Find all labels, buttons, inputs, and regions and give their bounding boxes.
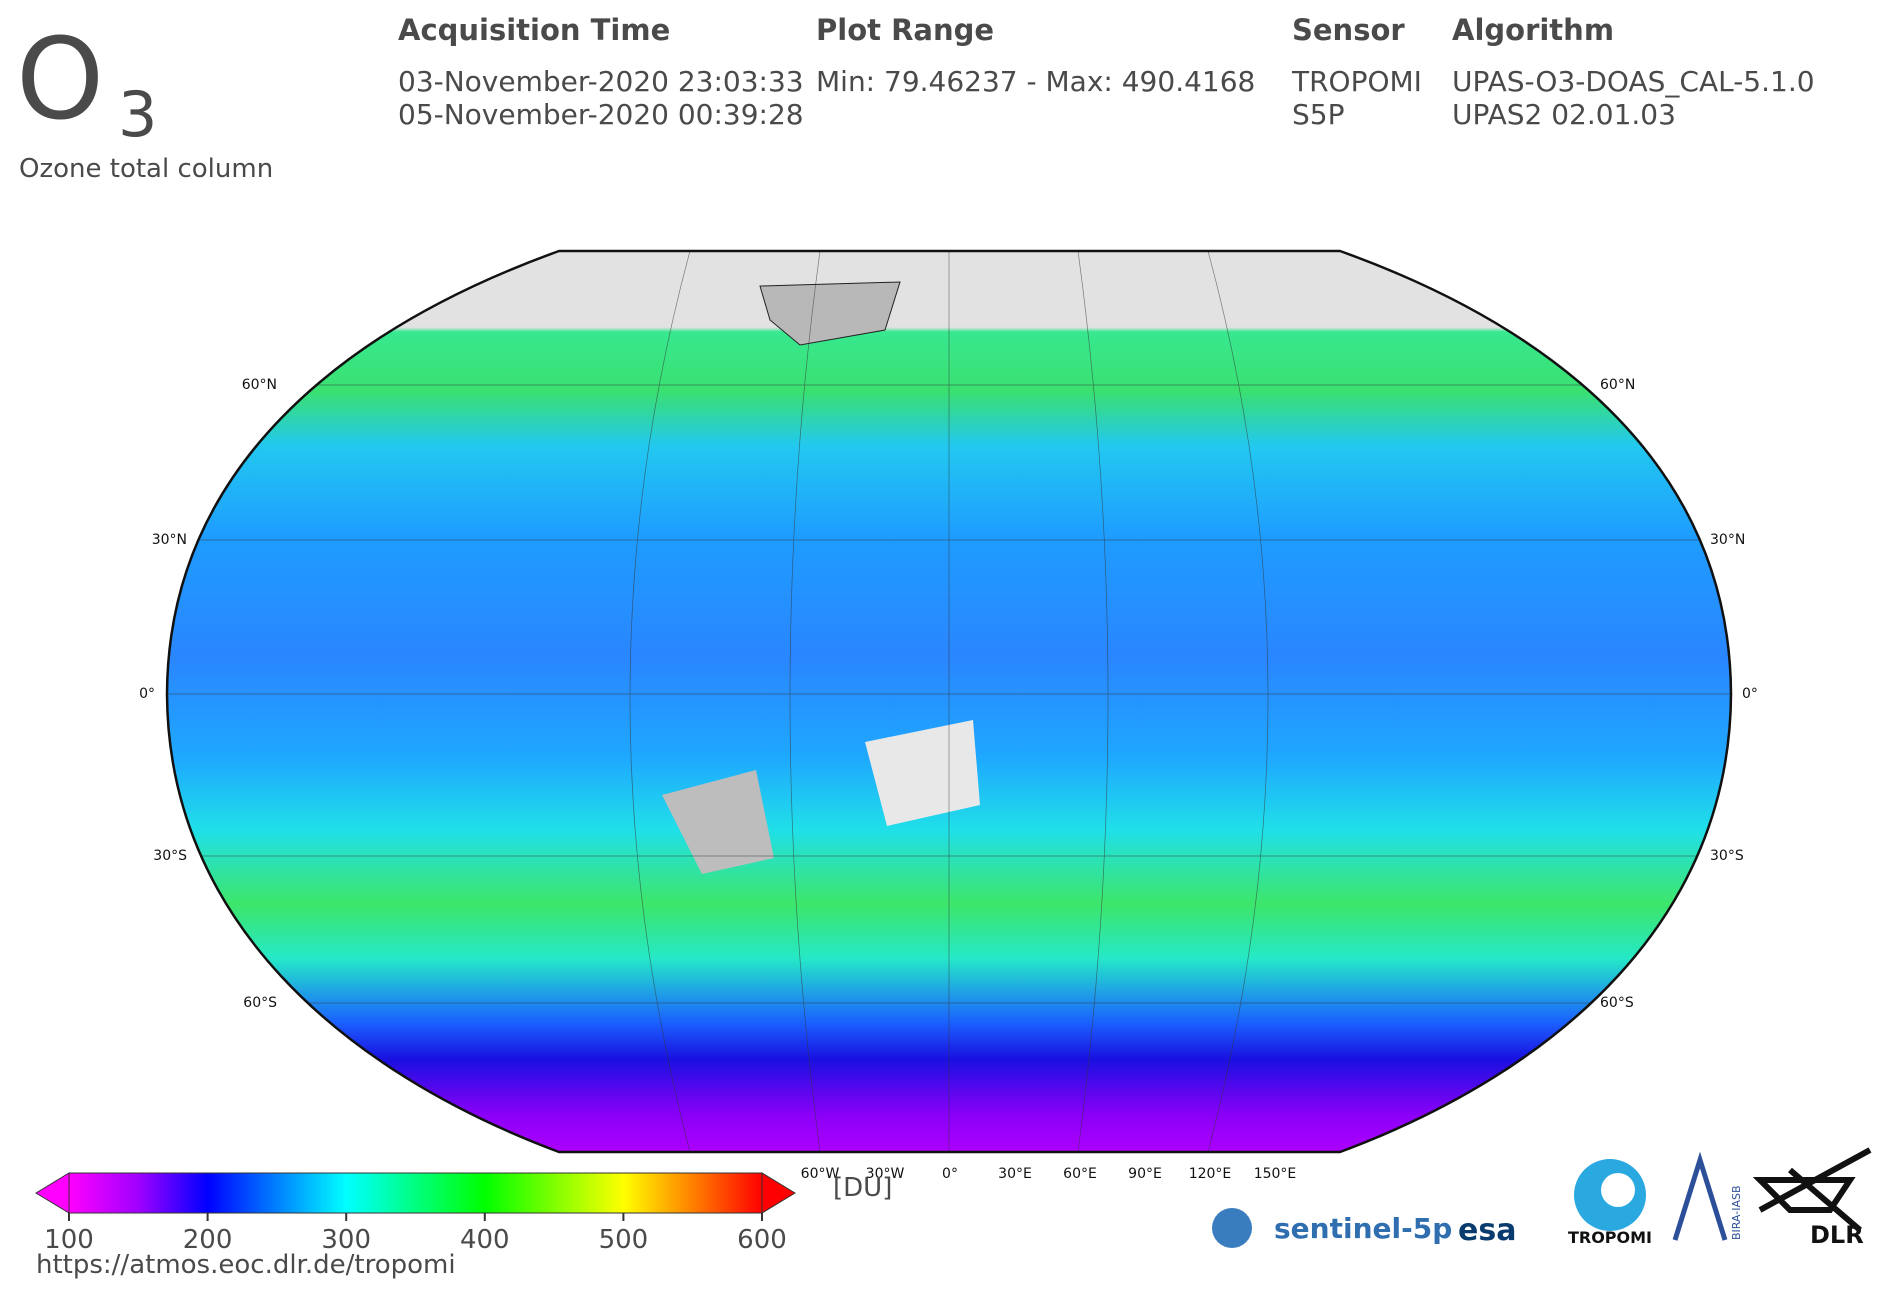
bira-icon xyxy=(1672,1151,1728,1241)
logo-text: sentinel-5p xyxy=(1274,1212,1452,1245)
greenland xyxy=(759,281,901,346)
colorbar-unit: [DU] xyxy=(833,1173,892,1203)
lat-label: 0° xyxy=(1742,686,1758,702)
colorbar-tick-label: 200 xyxy=(183,1225,233,1255)
info-line: 05-November-2020 00:39:28 xyxy=(398,98,804,131)
logo-text: esa xyxy=(1458,1213,1516,1248)
dlr-icon xyxy=(1752,1147,1872,1233)
map-border xyxy=(165,249,1733,1154)
map xyxy=(167,251,1731,1152)
lat-label: 60°S xyxy=(243,995,277,1011)
subscript: 3 xyxy=(118,78,157,151)
lon-label: 60°W xyxy=(801,1166,840,1182)
colorbar xyxy=(68,1172,763,1214)
info-line: UPAS2 02.01.03 xyxy=(1452,98,1676,131)
logo-text: TROPOMI xyxy=(1568,1228,1652,1247)
lat-label: 30°S xyxy=(153,848,187,864)
symbol: O xyxy=(16,15,104,145)
lon-label: 30°E xyxy=(998,1166,1032,1182)
lat-label: 30°N xyxy=(152,532,187,548)
no-data-area xyxy=(662,770,774,874)
colorbar-tick-label: 100 xyxy=(44,1225,94,1255)
info-line: UPAS-O3-DOAS_CAL-5.1.0 xyxy=(1452,65,1815,98)
lon-label: 60°E xyxy=(1063,1166,1097,1182)
info-line: Min: 79.46237 - Max: 490.4168 xyxy=(816,65,1255,98)
colorbar-tick-label: 500 xyxy=(599,1225,649,1255)
lon-label: 90°E xyxy=(1128,1166,1162,1182)
logos: sentinel-5p esa TROPOMI BIRA-IASB DLR xyxy=(1212,1147,1872,1249)
lon-label: 120°E xyxy=(1189,1166,1232,1182)
logo-text: BIRA-IASB xyxy=(1730,1185,1743,1240)
info-columns: Acquisition Time 03-November-2020 23:03:3… xyxy=(398,13,1815,131)
lon-label: 150°E xyxy=(1254,1166,1297,1182)
lat-label: 30°S xyxy=(1710,848,1744,864)
lon-label: 0° xyxy=(942,1166,958,1182)
lat-label: 60°N xyxy=(1600,377,1635,393)
subtitle: Ozone total column xyxy=(19,154,273,184)
logo-text: DLR xyxy=(1810,1221,1864,1249)
graticule xyxy=(167,251,1731,1152)
lon-labels: 60°W 30°W 0° 30°E 60°E 90°E 120°E 150°E xyxy=(801,1166,1297,1182)
info-line: TROPOMI xyxy=(1291,65,1422,98)
colorbar-ticks: 100 200 300 400 500 600 xyxy=(44,1213,787,1255)
lat-label: 60°N xyxy=(242,377,277,393)
info-heading: Sensor xyxy=(1292,13,1405,47)
lat-label: 0° xyxy=(139,686,155,702)
colorbar-tick-label: 600 xyxy=(737,1225,787,1255)
info-heading: Acquisition Time xyxy=(398,13,670,47)
ozone-field xyxy=(167,251,1731,1152)
info-heading: Plot Range xyxy=(816,13,994,47)
info-line: 03-November-2020 23:03:33 xyxy=(398,65,804,98)
tropomi-icon xyxy=(1601,1173,1635,1207)
colorbar-min-arrow xyxy=(35,1172,70,1214)
sentinel-icon xyxy=(1212,1208,1252,1248)
lon-label: 30°W xyxy=(866,1166,905,1182)
lat-label: 30°N xyxy=(1710,532,1745,548)
no-data-area xyxy=(865,720,980,826)
url: https://atmos.eoc.dlr.de/tropomi xyxy=(36,1250,456,1280)
colorbar-tick-label: 400 xyxy=(460,1225,510,1255)
colorbar-tick-label: 300 xyxy=(321,1225,371,1255)
colorbar-max-arrow xyxy=(761,1172,796,1214)
info-line: S5P xyxy=(1292,98,1344,131)
lat-label: 60°S xyxy=(1600,995,1634,1011)
info-heading: Algorithm xyxy=(1452,13,1614,47)
